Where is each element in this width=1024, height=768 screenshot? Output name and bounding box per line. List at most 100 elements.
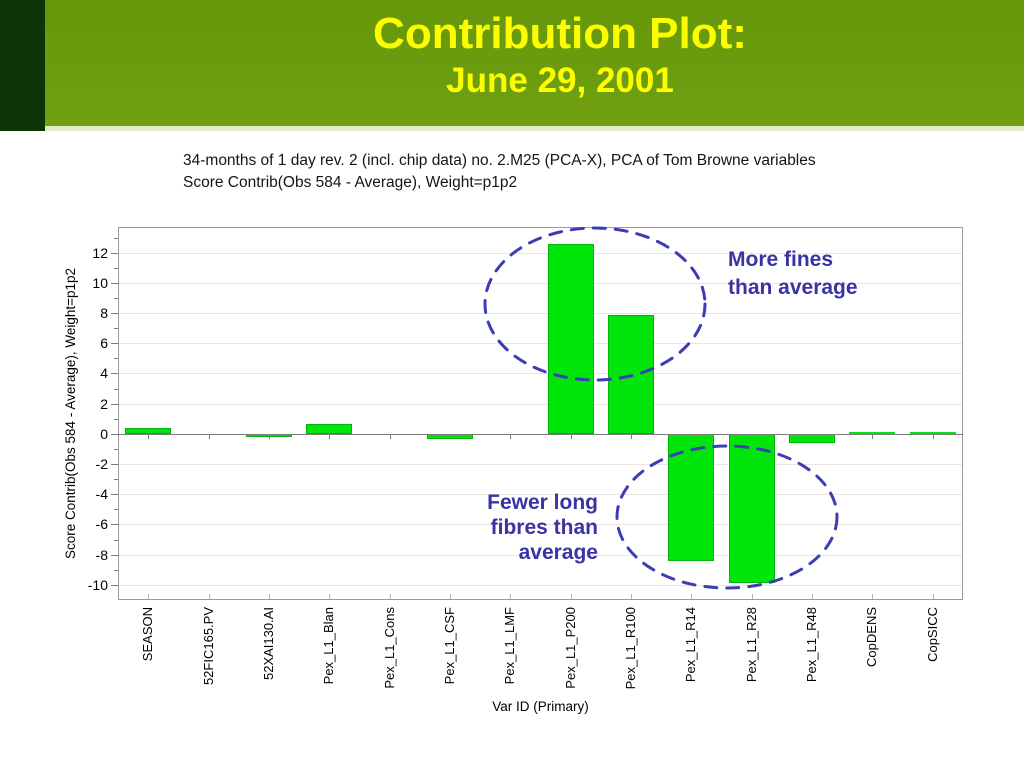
header-text-block: Contribution Plot: June 29, 2001 [96,8,1024,102]
bar-Pex_L1_Blan [306,424,353,434]
x-category-label: CopDENS [864,607,880,667]
x-axis-tick [510,433,512,439]
zero-axis-line [118,433,963,435]
y-grid-line [118,403,963,405]
x-axis-bottom-tick [449,594,451,599]
y-axis-minor-tick [114,418,118,420]
y-axis-tick [111,494,118,496]
y-axis-tick-label: -10 [87,576,108,593]
y-axis-tick-label: 10 [92,274,108,291]
x-axis-tick [389,433,391,439]
y-axis-minor-tick [114,448,118,450]
x-axis-bottom-tick [932,594,934,599]
slide-title: Contribution Plot: [373,9,747,58]
bar-Pex_L1_R48 [789,433,836,443]
y-axis-tick [111,584,118,586]
header-accent-block [0,0,45,131]
y-axis-minor-tick [114,297,118,299]
chart-description: 34-months of 1 day rev. 2 (incl. chip da… [183,150,816,194]
y-axis-minor-tick [114,388,118,390]
header-bar [45,0,1024,131]
x-category-label: SEASON [140,607,156,662]
y-axis-tick-label: 8 [100,305,108,322]
annotation-line: than average [728,276,858,299]
y-axis-minor-tick [114,479,118,481]
y-grid-line [118,494,963,496]
bar-CopSICC [909,432,956,434]
x-category-label: 52XAI130.AI [260,607,276,680]
bar-Pex_L1_R14 [668,433,715,561]
annotation-line: Fewer long [487,491,598,514]
annotation-line: fibres than [490,516,598,539]
y-grid-line [118,584,963,586]
y-axis-tick [111,433,118,435]
y-grid-line [118,554,963,556]
x-axis-bottom-tick [812,594,814,599]
y-axis-tick [111,313,118,315]
chart-description-line-1: 34-months of 1 day rev. 2 (incl. chip da… [183,152,816,169]
y-axis-tick [111,554,118,556]
y-axis-tick [111,373,118,375]
y-axis-title: Score Contrib(Obs 584 - Average), Weight… [63,267,78,560]
y-axis-minor-tick [114,358,118,360]
x-axis-bottom-tick [148,594,150,599]
x-axis-bottom-tick [872,594,874,599]
x-axis-bottom-tick [268,594,270,599]
y-axis-tick [111,343,118,345]
annotation-more-fines: More fines than average [728,246,908,302]
x-axis-bottom-tick [751,594,753,599]
x-axis-tick [570,433,572,439]
x-category-label: 52FIC165.PV [200,607,216,686]
bar-Pex_L1_R28 [728,433,775,584]
y-axis-tick-label: 6 [100,335,108,352]
y-axis-minor-tick [114,237,118,239]
annotation-line: average [518,541,598,564]
y-axis-minor-tick [114,569,118,571]
y-grid-line [118,464,963,466]
x-category-label: Pex_L1_Blan [321,607,337,685]
x-axis-bottom-tick [631,594,633,599]
x-axis-bottom-tick [570,594,572,599]
x-axis-tick [631,433,633,439]
y-axis-tick [111,403,118,405]
y-axis-tick [111,252,118,254]
x-category-label: Pex_L1_LMF [502,607,518,685]
y-axis-tick [111,464,118,466]
y-axis-tick-label: -8 [95,546,108,563]
x-axis-bottom-tick [329,594,331,599]
bar-SEASON [125,427,172,434]
y-grid-line [118,524,963,526]
x-category-label: Pex_L1_Cons [381,607,397,689]
x-axis-tick [872,433,874,439]
x-axis-title: Var ID (Primary) [492,699,589,714]
annotation-line: More fines [728,248,834,271]
y-axis-tick-label: 4 [100,365,108,382]
y-axis-tick-label: -2 [95,456,108,473]
x-axis-bottom-tick [208,594,210,599]
x-category-label: Pex_L1_R100 [623,607,639,690]
y-axis-minor-tick [114,267,118,269]
y-axis-tick [111,282,118,284]
x-axis-bottom-tick [691,594,693,599]
x-category-label: Pex_L1_P200 [562,607,578,689]
y-axis-minor-tick [114,539,118,541]
bar-Pex_L1_R100 [608,314,655,434]
y-axis-minor-tick [114,509,118,511]
y-axis-tick-label: -4 [95,486,108,503]
x-category-label: CopSICC [924,607,940,662]
x-axis-bottom-tick [510,594,512,599]
annotation-fewer-long-fibres: Fewer long fibres than average [436,490,598,565]
slide-date: June 29, 2001 [446,61,674,100]
bar-Pex_L1_P200 [547,243,594,434]
chart-description-line-2: Score Contrib(Obs 584 - Average), Weight… [183,174,518,191]
y-axis-minor-tick [114,328,118,330]
x-axis-tick [208,433,210,439]
y-axis-tick-label: -6 [95,516,108,533]
y-axis-tick-label: 12 [92,244,108,261]
x-category-label: Pex_L1_R28 [743,607,759,683]
x-axis-tick [148,433,150,439]
y-axis-tick-label: 0 [100,425,108,442]
x-category-label: Pex_L1_CSF [441,607,457,685]
x-axis-bottom-tick [389,594,391,599]
